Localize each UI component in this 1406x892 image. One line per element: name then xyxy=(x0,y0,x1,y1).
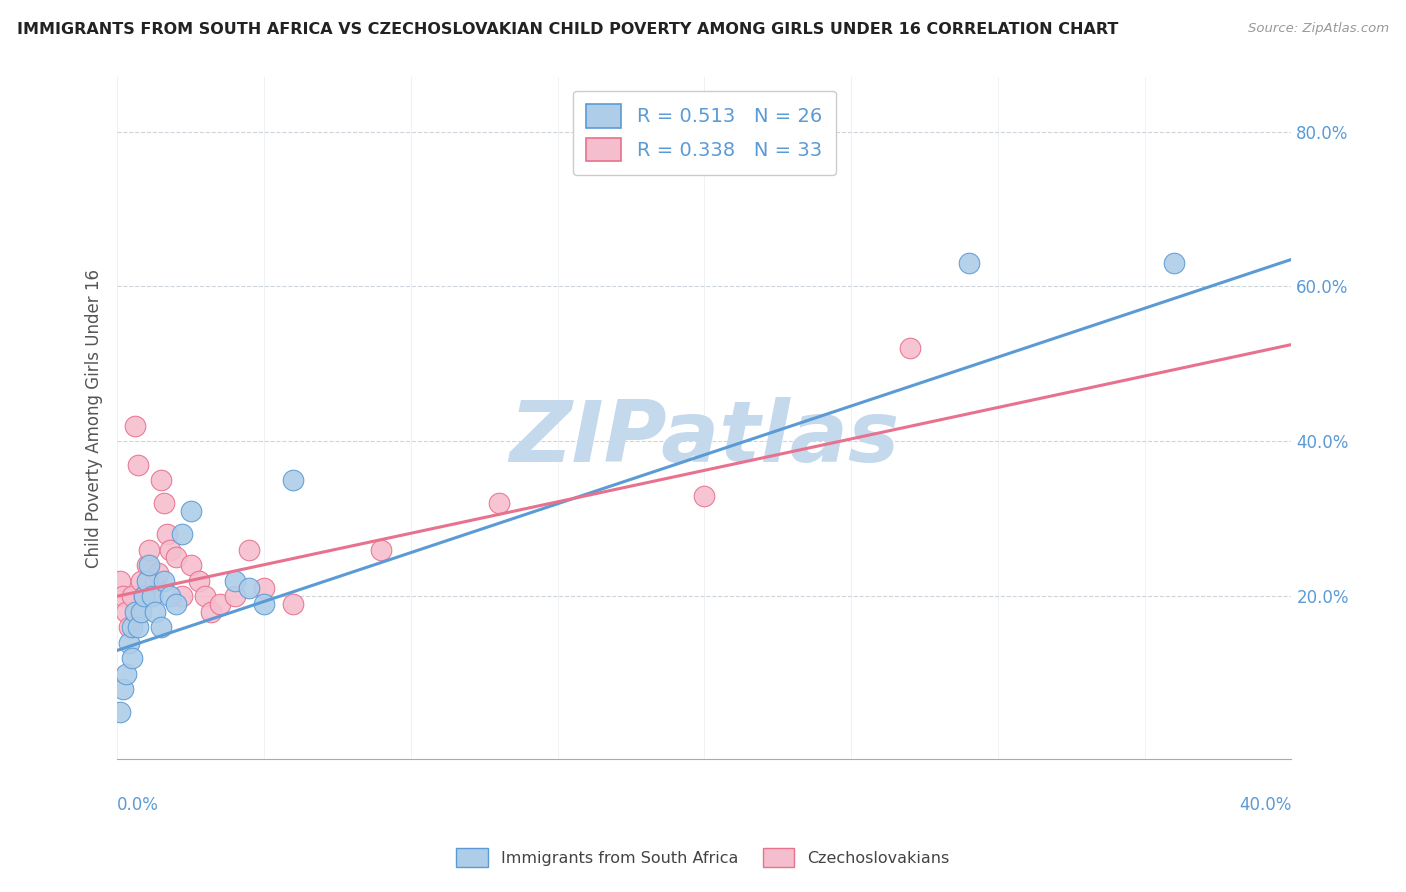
Point xyxy=(283,473,305,487)
Point xyxy=(143,574,166,588)
Point xyxy=(127,620,149,634)
Point xyxy=(138,542,160,557)
Point xyxy=(180,504,202,518)
Point xyxy=(112,589,135,603)
Point xyxy=(108,574,131,588)
Point xyxy=(132,589,155,603)
Point xyxy=(238,582,260,596)
Point xyxy=(138,558,160,573)
Text: 0.0%: 0.0% xyxy=(117,797,159,814)
Legend: R = 0.513   N = 26, R = 0.338   N = 33: R = 0.513 N = 26, R = 0.338 N = 33 xyxy=(572,91,835,175)
Point xyxy=(150,473,173,487)
Text: 40.0%: 40.0% xyxy=(1239,797,1292,814)
Point xyxy=(488,496,510,510)
Text: Source: ZipAtlas.com: Source: ZipAtlas.com xyxy=(1249,22,1389,36)
Point xyxy=(121,620,143,634)
Point xyxy=(143,605,166,619)
Point xyxy=(129,605,152,619)
Point xyxy=(165,550,187,565)
Point xyxy=(121,651,143,665)
Point xyxy=(135,558,157,573)
Point xyxy=(148,566,170,580)
Point xyxy=(141,589,163,603)
Point xyxy=(159,589,181,603)
Point xyxy=(200,605,222,619)
Point xyxy=(165,597,187,611)
Point xyxy=(127,458,149,472)
Point xyxy=(156,527,179,541)
Y-axis label: Child Poverty Among Girls Under 16: Child Poverty Among Girls Under 16 xyxy=(86,268,103,567)
Point xyxy=(253,582,276,596)
Point xyxy=(238,542,260,557)
Point xyxy=(129,574,152,588)
Point xyxy=(957,256,980,270)
Point xyxy=(153,496,176,510)
Point xyxy=(898,342,921,356)
Point xyxy=(112,682,135,697)
Point xyxy=(224,574,246,588)
Text: IMMIGRANTS FROM SOUTH AFRICA VS CZECHOSLOVAKIAN CHILD POVERTY AMONG GIRLS UNDER : IMMIGRANTS FROM SOUTH AFRICA VS CZECHOSL… xyxy=(17,22,1118,37)
Point xyxy=(170,527,193,541)
Point xyxy=(153,574,176,588)
Point xyxy=(194,589,217,603)
Point xyxy=(124,418,146,433)
Point xyxy=(141,589,163,603)
Point xyxy=(159,542,181,557)
Point xyxy=(118,635,141,649)
Point xyxy=(132,589,155,603)
Point xyxy=(118,620,141,634)
Point xyxy=(224,589,246,603)
Point xyxy=(208,597,231,611)
Legend: Immigrants from South Africa, Czechoslovakians: Immigrants from South Africa, Czechoslov… xyxy=(450,842,956,873)
Point xyxy=(370,542,392,557)
Point xyxy=(108,706,131,720)
Point xyxy=(1163,256,1185,270)
Point xyxy=(115,605,138,619)
Point xyxy=(121,589,143,603)
Point xyxy=(124,605,146,619)
Point xyxy=(115,666,138,681)
Point xyxy=(188,574,211,588)
Point xyxy=(693,489,716,503)
Point xyxy=(170,589,193,603)
Point xyxy=(150,620,173,634)
Point xyxy=(180,558,202,573)
Point xyxy=(253,597,276,611)
Point xyxy=(283,597,305,611)
Point xyxy=(135,574,157,588)
Text: ZIPatlas: ZIPatlas xyxy=(509,397,900,480)
